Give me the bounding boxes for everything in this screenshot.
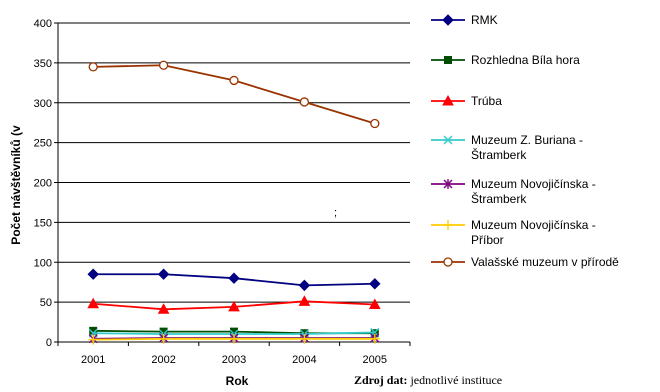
legend-entry: Valašské muzeum v přírodě [431, 255, 619, 269]
data-point [299, 333, 310, 344]
legend: RMK Rozhledna Bíla hora Trúba Muzeum Z. Bur… [431, 13, 619, 269]
legend-entry: Muzeum Novojičínska -Příbor [431, 218, 596, 247]
legend-marker [443, 135, 453, 145]
legend-label: Muzeum Novojičínska - [471, 218, 596, 232]
data-point [158, 60, 169, 70]
y-tick-label: 300 [34, 98, 52, 110]
x-tick-label: 2003 [222, 354, 246, 366]
y-axis-title: Počet návštěvníků (v [9, 125, 23, 245]
legend-label: Trúba [471, 94, 502, 108]
data-point [299, 97, 310, 107]
source-text: jednotlivé instituce [410, 373, 503, 387]
data-point [157, 303, 170, 314]
series-7 [88, 60, 380, 129]
y-tick-label: 350 [34, 58, 52, 70]
legend-entry: Rozhledna Bíla hora [431, 53, 580, 67]
series-line [93, 64, 376, 125]
series-6 [88, 333, 380, 345]
gridlines [58, 22, 410, 303]
legend-entry: RMK [431, 13, 498, 27]
legend-entry: Muzeum Novojičínska -Štramberk [431, 177, 596, 206]
series-3 [87, 295, 381, 314]
x-tick-label: 2001 [81, 354, 105, 366]
legend-entry: Trúba [431, 94, 502, 108]
legend-marker [442, 94, 454, 106]
y-tick-labels: 0 50 100 150 200 250 300 350 400 [34, 18, 52, 349]
y-tick-label: 400 [34, 18, 52, 30]
legend-label: Štramberk [471, 191, 527, 206]
x-axis-title: Rok [226, 374, 249, 388]
y-tick-label: 100 [34, 257, 52, 269]
data-point [228, 272, 240, 284]
y-tick-label: 200 [34, 178, 52, 190]
series-1 [87, 268, 381, 292]
data-point [369, 333, 380, 344]
legend-label: Valašské muzeum v přírodě [471, 255, 619, 269]
legend-label: Muzeum Novojičínska - [471, 177, 596, 191]
legend-marker [443, 257, 453, 267]
data-point [298, 279, 311, 292]
legend-label: RMK [471, 13, 498, 27]
data-point [87, 297, 100, 309]
x-tick-label: 2002 [151, 354, 175, 366]
x-tick-label: 2004 [292, 354, 316, 366]
data-point [87, 268, 99, 280]
y-tick-label: 50 [40, 297, 52, 309]
data-point [158, 333, 169, 344]
data-point [368, 298, 381, 310]
y-tick-label: 0 [46, 337, 52, 349]
data-point [369, 278, 381, 290]
legend-label: Příbor [471, 233, 504, 247]
legend-marker [444, 56, 452, 64]
y-tick-label: 250 [34, 138, 52, 150]
data-point [370, 118, 380, 129]
data-point [157, 268, 170, 280]
legend-entry: Muzeum Z. Buriana -Štramberk [431, 133, 583, 162]
x-tick-labels: 2001 2002 2003 2004 2005 [81, 354, 387, 366]
data-point [229, 333, 239, 344]
legend-marker [443, 220, 453, 230]
legend-marker [443, 179, 453, 189]
data-point [229, 75, 239, 86]
data-point [228, 300, 240, 312]
stray-mark: ; [334, 207, 338, 219]
source-label: Zdroj dat: [354, 373, 408, 387]
data-point [88, 334, 99, 345]
axes [54, 22, 411, 346]
legend-label: Štramberk [471, 147, 527, 162]
data-source-note: Zdroj dat: jednotlivé instituce [354, 373, 502, 388]
legend-label: Muzeum Z. Buriana - [471, 133, 583, 147]
y-tick-label: 150 [34, 217, 52, 229]
data-point [298, 295, 311, 306]
x-tick-label: 2005 [363, 354, 387, 366]
legend-marker [442, 14, 454, 26]
series-lines [87, 60, 381, 345]
data-point [88, 62, 98, 72]
legend-label: Rozhledna Bíla hora [471, 53, 580, 67]
